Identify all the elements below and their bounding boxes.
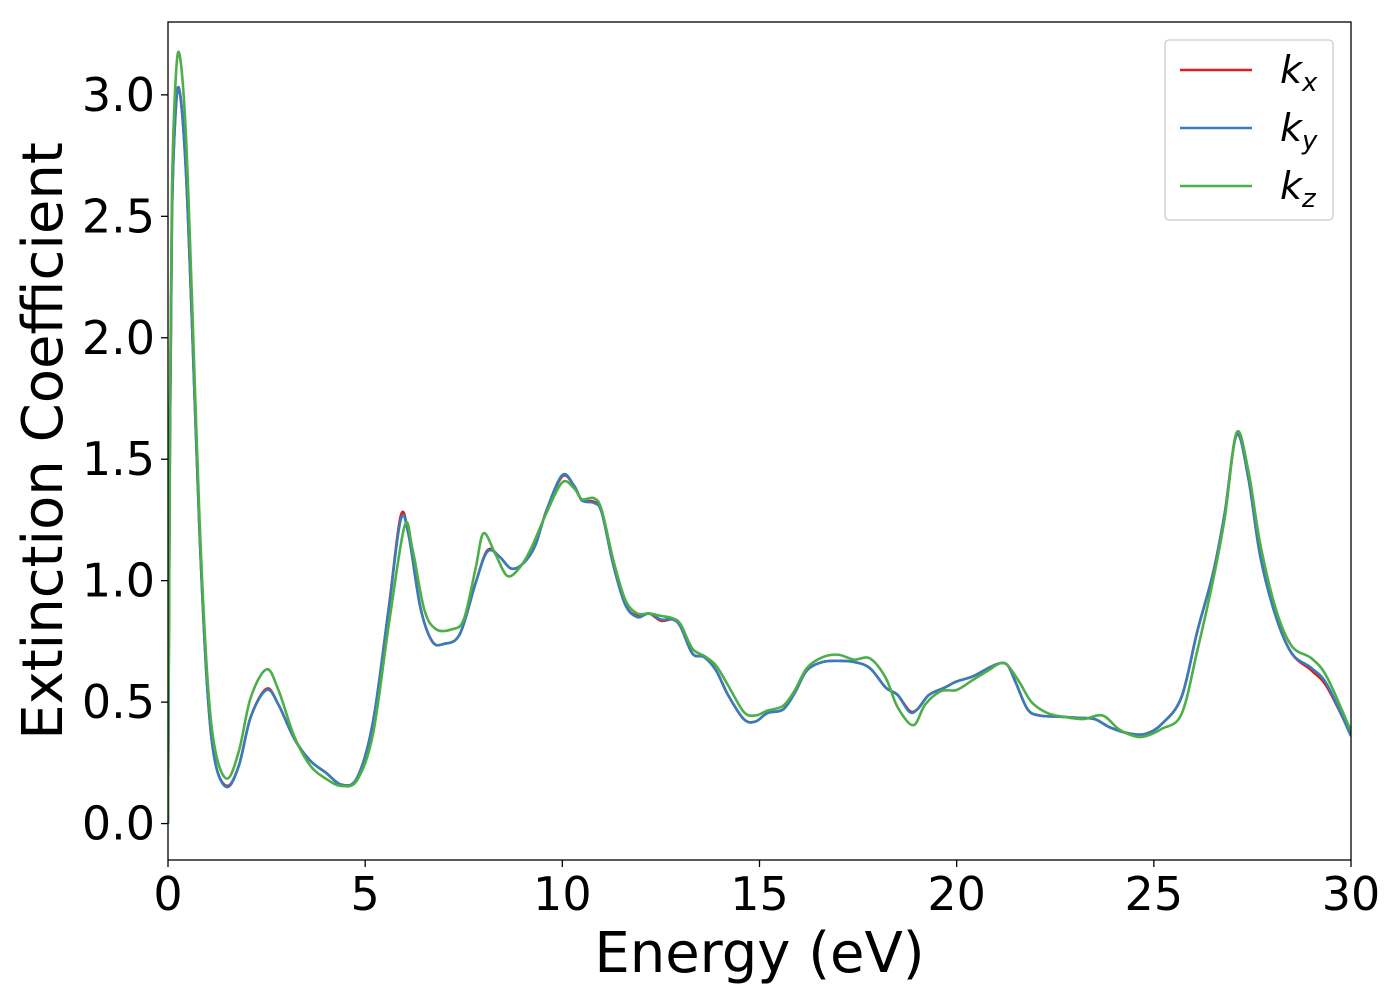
- y-tick-label: 0.5: [82, 675, 155, 729]
- legend-label: kx: [1280, 48, 1318, 98]
- legend-label: ky: [1280, 106, 1318, 156]
- plot-area: [168, 50, 1351, 824]
- legend-box: [1164, 39, 1334, 221]
- y-tick-label: 3.0: [82, 68, 155, 122]
- y-tick-label: 2.0: [82, 311, 155, 365]
- y-tick-label: 0.0: [82, 797, 155, 851]
- series-layer: [168, 50, 1351, 824]
- y-tick-label: 2.5: [82, 189, 155, 243]
- x-axis: 0 5 10 15 20 25 30: [153, 860, 1380, 921]
- x-tick-label: 20: [927, 867, 986, 921]
- x-axis-title: Energy (eV): [594, 921, 924, 986]
- x-tick-label: 30: [1322, 867, 1381, 921]
- x-tick-label: 15: [730, 867, 789, 921]
- legend-item-kx: kx: [1180, 48, 1318, 98]
- x-tick-label: 0: [153, 867, 182, 921]
- y-tick-label: 1.0: [82, 554, 155, 608]
- y-axis-title: Extinction Coefficient: [11, 142, 76, 740]
- y-axis: 0.0 0.5 1.0 1.5 2.0 2.5 3.0: [82, 68, 168, 851]
- x-tick-label: 5: [351, 867, 380, 921]
- y-tick-label: 1.5: [82, 432, 155, 486]
- legend-item-kz: kz: [1180, 164, 1317, 214]
- legend: kx ky kz: [1164, 39, 1334, 221]
- x-tick-label: 25: [1125, 867, 1184, 921]
- x-tick-label: 10: [533, 867, 592, 921]
- series-line-ky: [168, 85, 1351, 824]
- legend-item-ky: ky: [1180, 106, 1318, 156]
- series-line-kz: [168, 50, 1351, 824]
- legend-label: kz: [1280, 164, 1317, 214]
